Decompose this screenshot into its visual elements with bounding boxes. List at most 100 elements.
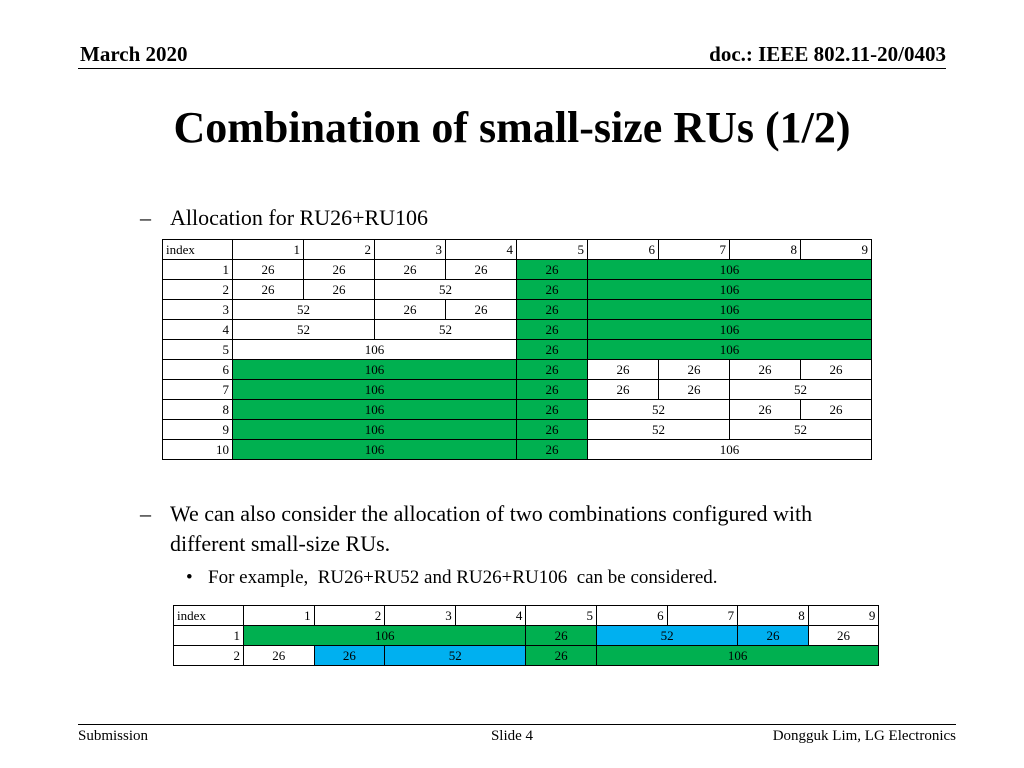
row-index-cell: 8: [162, 399, 233, 420]
ru-cell: 26: [374, 299, 446, 320]
ru-cell: 52: [595, 625, 739, 646]
ru-cell: 26: [516, 299, 588, 320]
table-row: 6 106 26 26 26 26 26: [162, 359, 872, 380]
ru-cell: 106: [232, 339, 517, 360]
ru-cell: 106: [242, 625, 527, 646]
header-cell-ru-4: 4: [454, 605, 527, 626]
bullet-text: Allocation for RU26+RU106: [170, 205, 429, 230]
footer-submission: Submission: [78, 728, 149, 744]
ru-cell: 26: [232, 259, 304, 280]
row-index-cell: 5: [162, 339, 233, 360]
ru-cell: 26: [525, 645, 597, 666]
ru-cell: 26: [737, 625, 809, 646]
header-cell-ru-1: 1: [232, 239, 304, 260]
ru-cell: 26: [516, 379, 588, 400]
ru-cell: 106: [232, 419, 517, 440]
header-cell-ru-5: 5: [516, 239, 588, 260]
header-cell-ru-7: 7: [658, 239, 730, 260]
header-cell-ru-6: 6: [587, 239, 659, 260]
ru-cell: 26: [516, 359, 588, 380]
ru-cell: 106: [232, 379, 517, 400]
ru-cell: 26: [516, 419, 588, 440]
ru-cell: 52: [729, 379, 872, 400]
footer-divider: [78, 724, 956, 725]
header-cell-index: index: [162, 239, 233, 260]
footer-slide-number: Slide 4: [490, 728, 534, 744]
table-row: 1 26 26 26 26 26 106: [162, 259, 872, 280]
ru-cell: 106: [595, 645, 880, 666]
ru-allocation-table: index 1 2 3 4 5 6 7 8 9 1 26 26 26 26 26 106 2 26 26 52 26 106…: [162, 239, 872, 460]
header-cell-ru-3: 3: [374, 239, 446, 260]
bullet-dot: •: [186, 567, 193, 588]
row-index-cell: 2: [162, 279, 233, 300]
ru-cell: 26: [807, 625, 880, 646]
row-index-cell: 6: [162, 359, 233, 380]
slide-title: Combination of small-size RUs (1/2): [173, 103, 851, 152]
table-row: 4 52 52 26 106: [162, 319, 872, 340]
ru-cell: 52: [232, 319, 375, 340]
bullet-text-line1: We can also consider the allocation of t…: [170, 501, 813, 526]
sub-bullet-text: For example, RU26+RU52 and RU26+RU106 ca…: [208, 567, 718, 588]
table-row: 9 106 26 52 52: [162, 419, 872, 440]
ru-cell: 106: [587, 299, 872, 320]
bullet-text-line2: different small-size RUs.: [170, 531, 391, 556]
ru-cell: 52: [384, 645, 527, 666]
row-index-cell: 4: [162, 319, 233, 340]
ru-cell: 52: [232, 299, 375, 320]
table-row: 1 106 26 52 26 26: [173, 625, 880, 646]
table-row: 5 106 26 106: [162, 339, 872, 360]
ru-cell: 26: [243, 645, 315, 666]
ru-cell: 26: [587, 359, 659, 380]
header-cell-ru-9: 9: [800, 239, 872, 260]
table-row: 3 52 26 26 26 106: [162, 299, 872, 320]
header-cell-ru-9: 9: [807, 605, 880, 626]
ru-cell: 26: [800, 399, 872, 420]
header-cell-ru-6: 6: [595, 605, 668, 626]
table-row: 8 106 26 52 26 26: [162, 399, 872, 420]
ru-cell: 52: [374, 319, 517, 340]
ru-cell: 26: [800, 359, 872, 380]
ru-cell: 52: [374, 279, 517, 300]
table-header-row: index 1 2 3 4 5 6 7 8 9: [173, 605, 880, 626]
ru-cell: 26: [516, 279, 588, 300]
ru-cell: 52: [587, 399, 730, 420]
bullet-two-combinations: – We can also consider the allocation of…: [140, 501, 960, 561]
row-index-cell: 7: [162, 379, 233, 400]
ru-cell: 26: [313, 645, 386, 666]
ru-cell: 106: [587, 439, 872, 460]
header-cell-ru-1: 1: [243, 605, 315, 626]
ru-cell: 26: [658, 359, 730, 380]
ru-cell: 106: [232, 359, 517, 380]
ru-cell: 26: [303, 259, 375, 280]
dash-marker: –: [140, 205, 151, 230]
header-cell-ru-3: 3: [384, 605, 456, 626]
ru-cell: 26: [374, 259, 446, 280]
ru-cell: 26: [729, 399, 801, 420]
ru-cell: 106: [232, 439, 517, 460]
row-index-cell: 1: [173, 625, 244, 646]
table-header-row: index 1 2 3 4 5 6 7 8 9: [162, 239, 872, 260]
ru-cell: 106: [232, 399, 517, 420]
header-cell-ru-5: 5: [525, 605, 597, 626]
table-row: 7 106 26 26 26 52: [162, 379, 872, 400]
row-index-cell: 2: [173, 645, 244, 666]
header-cell-ru-2: 2: [303, 239, 375, 260]
ru-cell: 26: [516, 339, 588, 360]
header-cell-ru-7: 7: [666, 605, 739, 626]
ru-cell: 26: [516, 259, 588, 280]
ru-combination-table: index 1 2 3 4 5 6 7 8 9 1 106 26 52 26 26 2 26 26 52 26 106: [173, 605, 880, 666]
ru-cell: 26: [445, 259, 517, 280]
ru-cell: 26: [658, 379, 730, 400]
table-row: 2 26 26 52 26 106: [173, 645, 880, 666]
header-divider: [78, 68, 946, 69]
dash-marker: –: [140, 501, 151, 526]
header-cell-ru-8: 8: [729, 239, 801, 260]
ru-cell: 26: [729, 359, 801, 380]
ru-cell: 26: [516, 439, 588, 460]
ru-cell: 26: [516, 319, 588, 340]
ru-cell: 106: [587, 319, 872, 340]
header-cell-index: index: [173, 605, 244, 626]
ru-cell: 26: [516, 399, 588, 420]
row-index-cell: 1: [162, 259, 233, 280]
ru-cell: 106: [587, 259, 872, 280]
